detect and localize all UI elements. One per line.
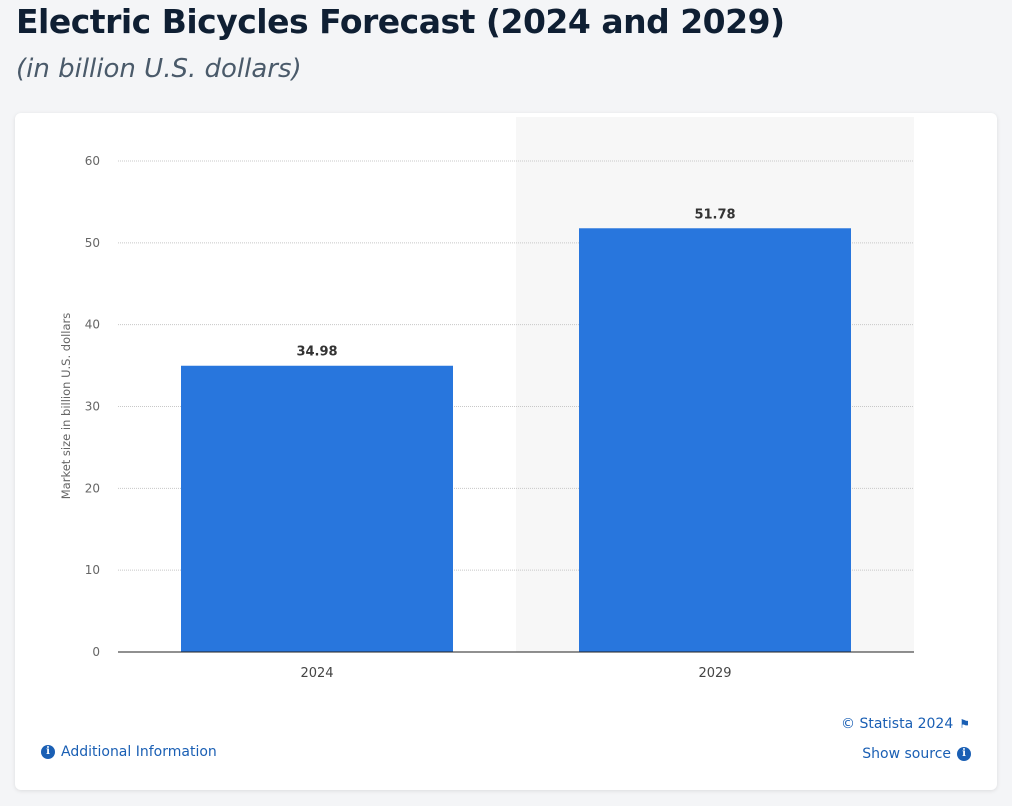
x-tick-label: 2029	[698, 666, 731, 681]
bar-2029	[579, 228, 851, 652]
y-tick-label: 0	[92, 645, 100, 659]
copyright[interactable]: © Statista 2024 ⚑	[841, 716, 970, 732]
show-source-link[interactable]: Show source i	[862, 746, 971, 762]
y-tick-label: 10	[85, 563, 100, 577]
additional-information-link[interactable]: i Additional Information	[41, 744, 217, 760]
y-tick-label: 50	[85, 236, 100, 250]
y-tick-label: 20	[85, 481, 100, 495]
page-subtitle: (in billion U.S. dollars)	[16, 54, 302, 84]
y-tick-label: 40	[85, 318, 100, 332]
y-axis-label: Market size in billion U.S. dollars	[59, 313, 73, 500]
copyright-label: © Statista 2024	[841, 716, 954, 732]
bar-2024	[181, 365, 453, 652]
additional-information-label: Additional Information	[61, 744, 217, 760]
show-source-label: Show source	[862, 746, 951, 762]
x-tick-label: 2024	[300, 666, 333, 681]
data-label: 34.98	[296, 345, 337, 360]
data-label: 51.78	[694, 207, 735, 222]
page-title: Electric Bicycles Forecast (2024 and 202…	[16, 2, 785, 41]
y-tick-label: 60	[85, 154, 100, 168]
flag-icon: ⚑	[959, 717, 970, 731]
info-icon: i	[41, 745, 55, 759]
y-tick-label: 30	[85, 400, 100, 414]
info-icon: i	[957, 747, 971, 761]
